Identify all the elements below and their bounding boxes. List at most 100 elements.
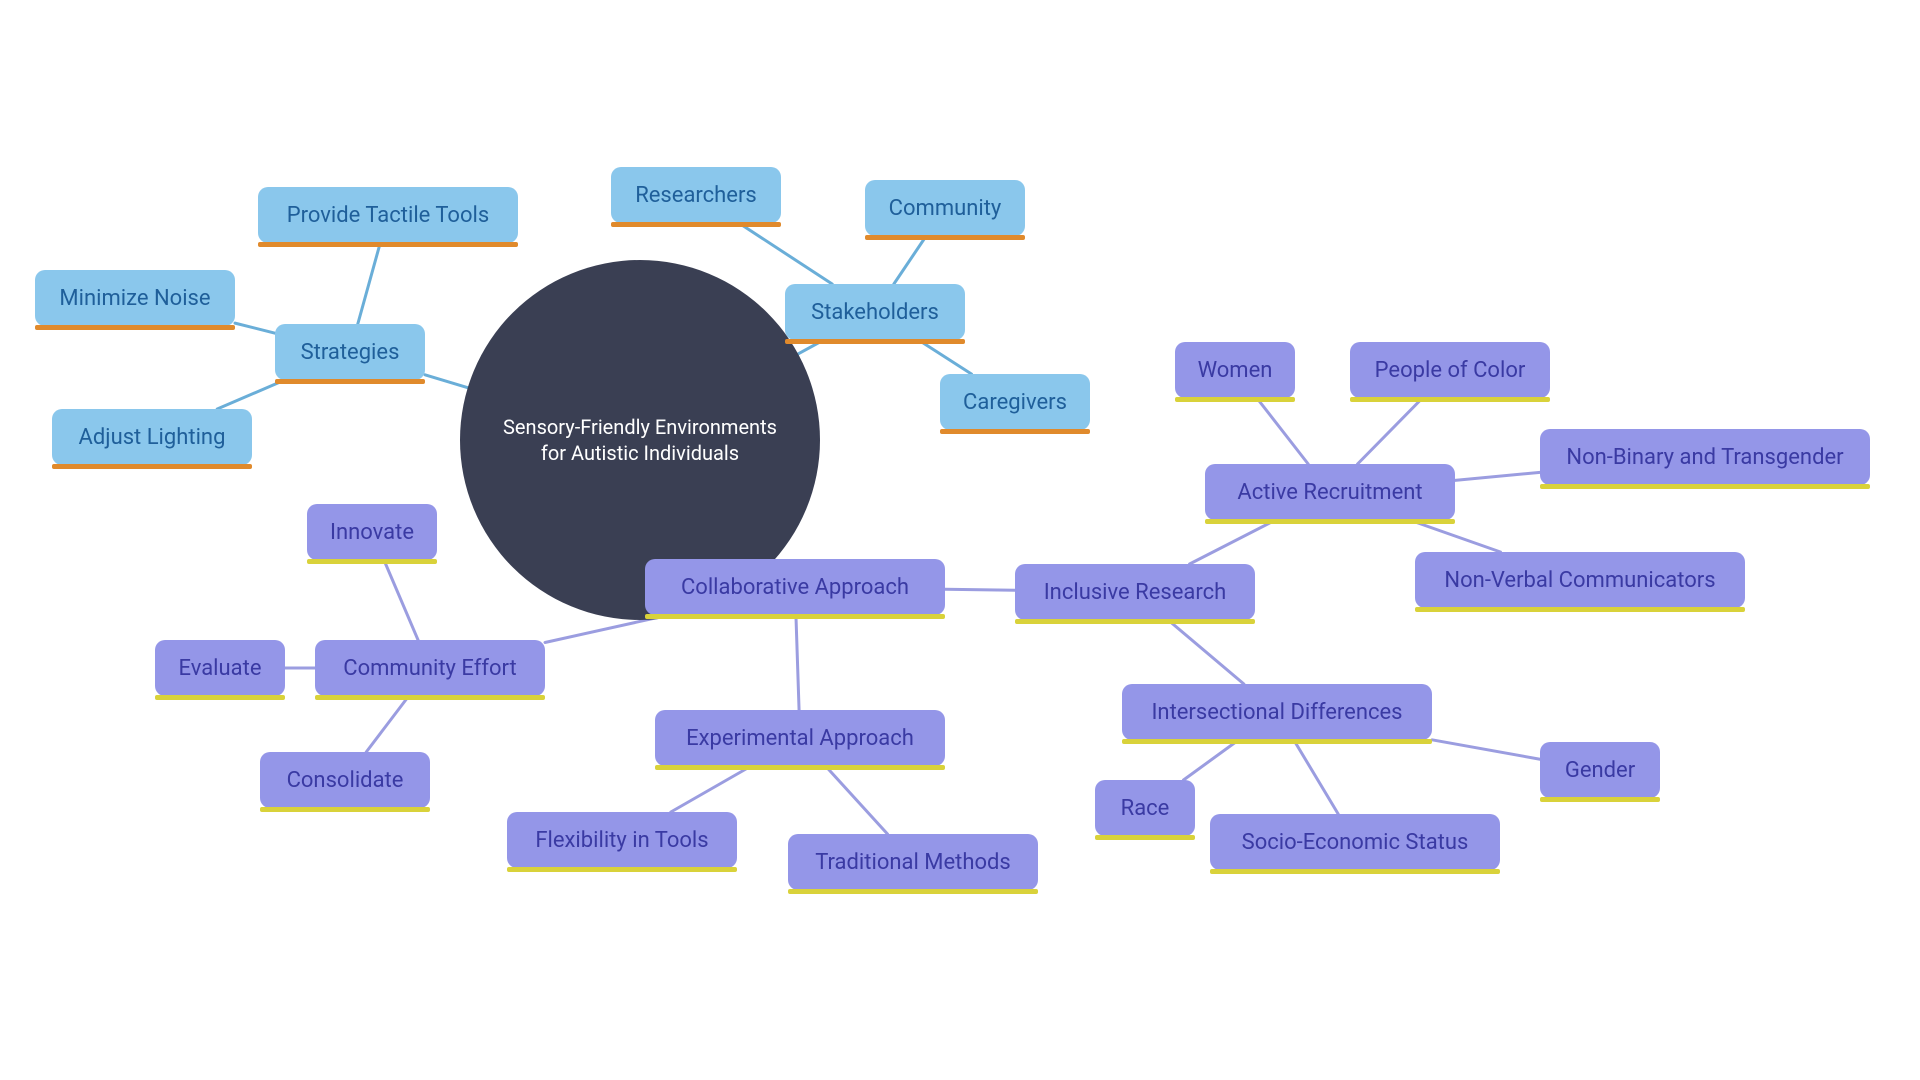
node-underline [1415, 607, 1745, 612]
node-traditional: Traditional Methods [788, 834, 1038, 890]
node-label: Gender [1565, 758, 1635, 783]
node-race: Race [1095, 780, 1195, 836]
node-label: Researchers [635, 183, 757, 208]
central-topic-label: Sensory-Friendly Environmentsfor Autisti… [503, 414, 777, 466]
node-community: Community [865, 180, 1025, 236]
node-minimizeNoise: Minimize Noise [35, 270, 235, 326]
mindmap-stage: Sensory-Friendly Environmentsfor Autisti… [0, 0, 1920, 1080]
node-underline [1540, 484, 1870, 489]
node-strategies: Strategies [275, 324, 425, 380]
node-underline [507, 867, 737, 872]
node-innovate: Innovate [307, 504, 437, 560]
node-underline [275, 379, 425, 384]
node-underline [307, 559, 437, 564]
edge [826, 766, 888, 834]
node-underline [655, 765, 945, 770]
node-underline [1095, 835, 1195, 840]
node-adjustLighting: Adjust Lighting [52, 409, 252, 465]
node-flexibility: Flexibility in Tools [507, 812, 737, 868]
edge [358, 243, 380, 324]
edge-layer [0, 0, 1920, 1080]
edge [1168, 620, 1244, 684]
edge [217, 380, 285, 409]
node-underline [258, 242, 518, 247]
node-label: Caregivers [963, 390, 1067, 415]
node-underline [940, 429, 1090, 434]
edge [1455, 472, 1540, 480]
node-underline [865, 235, 1025, 240]
node-underline [1540, 797, 1660, 802]
node-label: Innovate [330, 520, 414, 545]
edge [919, 340, 972, 374]
node-label: Collaborative Approach [681, 575, 909, 600]
node-label: Adjust Lighting [79, 425, 226, 450]
edge [1184, 740, 1239, 780]
edge [945, 589, 1015, 590]
node-label: Strategies [301, 340, 400, 365]
edge [739, 223, 832, 284]
node-label: Inclusive Research [1044, 580, 1227, 605]
node-underline [260, 807, 430, 812]
node-caregivers: Caregivers [940, 374, 1090, 430]
node-nbtrans: Non-Binary and Transgender [1540, 429, 1870, 485]
node-underline [1175, 397, 1295, 402]
node-nonverbal: Non-Verbal Communicators [1415, 552, 1745, 608]
node-label: Consolidate [287, 768, 404, 793]
node-label: Active Recruitment [1237, 480, 1422, 505]
node-label: Flexibility in Tools [535, 828, 708, 853]
node-tactileTools: Provide Tactile Tools [258, 187, 518, 243]
node-consolidate: Consolidate [260, 752, 430, 808]
node-underline [645, 614, 945, 619]
node-underline [1350, 397, 1550, 402]
node-inclusive: Inclusive Research [1015, 564, 1255, 620]
node-label: Intersectional Differences [1151, 700, 1402, 725]
node-label: Non-Binary and Transgender [1566, 445, 1843, 470]
node-collab: Collaborative Approach [645, 559, 945, 615]
node-label: Community [889, 196, 1002, 221]
edge [235, 323, 275, 333]
node-underline [315, 695, 545, 700]
node-label: Minimize Noise [59, 286, 210, 311]
edge [1257, 398, 1308, 464]
node-label: Race [1121, 796, 1170, 821]
edge [1294, 740, 1338, 814]
edge [1432, 740, 1540, 759]
node-underline [1210, 869, 1500, 874]
node-label: Provide Tactile Tools [287, 203, 489, 228]
node-experimental: Experimental Approach [655, 710, 945, 766]
edge [1410, 520, 1501, 552]
node-underline [785, 339, 965, 344]
node-stakeholders: Stakeholders [785, 284, 965, 340]
node-label: Community Effort [343, 656, 517, 681]
node-evaluate: Evaluate [155, 640, 285, 696]
node-underline [1015, 619, 1255, 624]
node-communityEffort: Community Effort [315, 640, 545, 696]
node-underline [611, 222, 781, 227]
edge [671, 766, 751, 812]
node-label: Non-Verbal Communicators [1444, 568, 1715, 593]
node-ses: Socio-Economic Status [1210, 814, 1500, 870]
edge [1190, 520, 1276, 564]
node-label: Experimental Approach [686, 726, 914, 751]
node-label: Evaluate [179, 656, 262, 681]
edge [796, 615, 799, 710]
edge [894, 236, 926, 284]
edge [384, 560, 418, 640]
node-researchers: Researchers [611, 167, 781, 223]
node-activeRec: Active Recruitment [1205, 464, 1455, 520]
node-underline [1122, 739, 1432, 744]
node-poc: People of Color [1350, 342, 1550, 398]
node-underline [1205, 519, 1455, 524]
node-women: Women [1175, 342, 1295, 398]
node-label: Traditional Methods [815, 850, 1011, 875]
edge [425, 375, 468, 388]
edge [1358, 398, 1423, 464]
node-gender: Gender [1540, 742, 1660, 798]
node-label: Stakeholders [811, 300, 939, 325]
node-label: Women [1198, 358, 1273, 383]
node-underline [35, 325, 235, 330]
node-underline [788, 889, 1038, 894]
node-label: Socio-Economic Status [1242, 830, 1469, 855]
edge [366, 696, 409, 752]
node-underline [155, 695, 285, 700]
